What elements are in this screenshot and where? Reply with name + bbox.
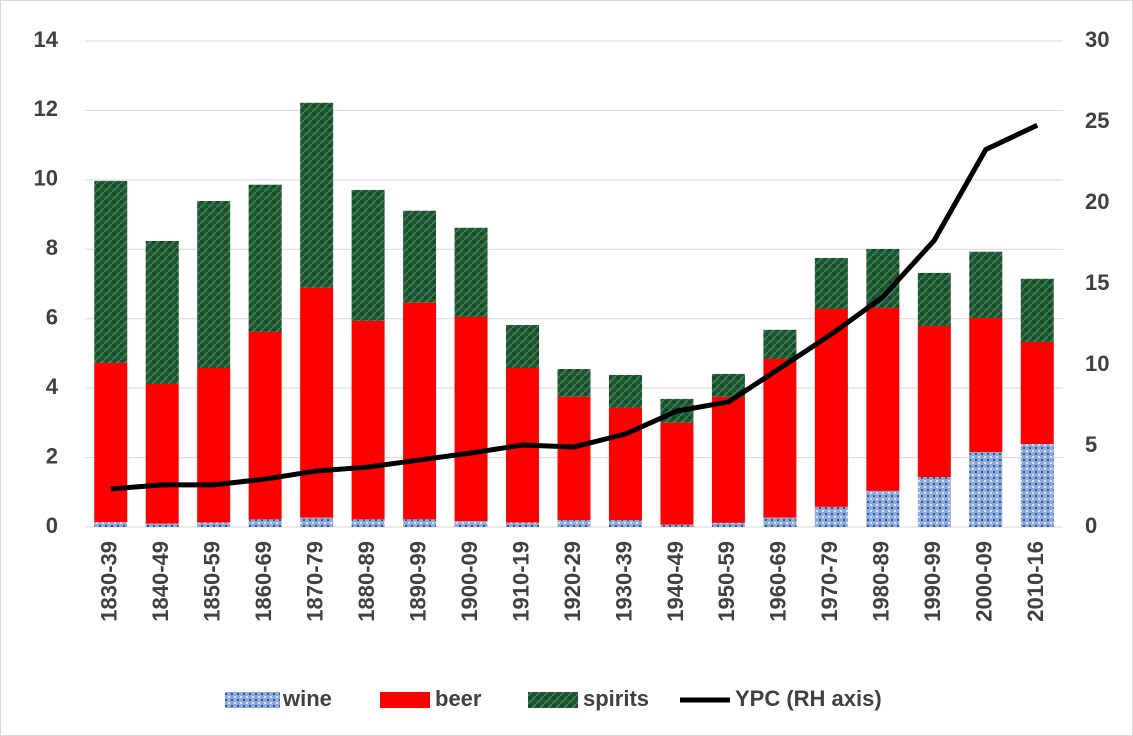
bar-segment <box>351 519 385 527</box>
y2-tick-label: 0 <box>1085 513 1097 538</box>
y-tick-label: 10 <box>34 166 58 191</box>
bar-segment <box>608 374 642 408</box>
bar-segment <box>454 316 488 522</box>
bar-segment <box>969 452 1003 527</box>
bar-segment <box>711 373 745 397</box>
bar-segment <box>1020 341 1054 445</box>
x-tick-label: 1880-89 <box>354 541 379 622</box>
x-tick-label: 1950-59 <box>714 541 739 622</box>
bar-segment <box>197 368 231 523</box>
bar-segment <box>506 324 540 369</box>
bar-segment <box>145 240 179 384</box>
y2-tick-label: 25 <box>1085 108 1109 133</box>
bar-segment <box>866 307 900 491</box>
y2-tick-label: 15 <box>1085 270 1109 295</box>
bar-segment <box>94 362 128 523</box>
x-tick-label: 1970-79 <box>817 541 842 622</box>
bar-segment <box>969 318 1003 453</box>
y2-tick-label: 20 <box>1085 189 1109 214</box>
x-tick-label: 1860-69 <box>251 541 276 622</box>
bar-segment <box>763 329 797 359</box>
y-tick-label: 14 <box>34 27 59 52</box>
bar-segment <box>145 383 179 524</box>
y-tick-label: 4 <box>46 374 59 399</box>
bar-segment <box>557 520 591 527</box>
bar-segment <box>94 180 128 363</box>
y-tick-label: 12 <box>34 96 58 121</box>
bar-segment <box>557 369 591 397</box>
bar-segment <box>711 396 745 523</box>
bar-segment <box>145 523 179 527</box>
x-tick-label: 1990-99 <box>920 541 945 622</box>
bar-segment <box>454 227 488 317</box>
y-tick-label: 0 <box>46 513 58 538</box>
y-tick-label: 2 <box>46 443 58 468</box>
x-tick-label: 1900-09 <box>457 541 482 622</box>
bar-segment <box>1020 444 1054 527</box>
bar-segment <box>197 522 231 527</box>
bar-segment <box>248 519 282 527</box>
bar-segment <box>403 210 437 303</box>
x-tick-label: 1890-99 <box>405 541 430 622</box>
bar-segment <box>608 520 642 527</box>
bar-segment <box>403 302 437 520</box>
x-tick-label: 1830-39 <box>97 541 122 622</box>
legend-swatch <box>225 692 280 708</box>
x-tick-label: 1960-69 <box>766 541 791 622</box>
bar-segment <box>814 308 848 507</box>
y2-tick-label: 30 <box>1085 27 1109 52</box>
bar-segment <box>351 189 385 321</box>
bar-segment <box>506 522 540 527</box>
legend-label: spirits <box>583 686 649 711</box>
x-tick-label: 1850-59 <box>199 541 224 622</box>
bar-segment <box>1020 278 1054 342</box>
x-tick-label: 1920-29 <box>560 541 585 622</box>
bar-segment <box>403 519 437 527</box>
y-tick-label: 8 <box>46 235 58 260</box>
bar-segment <box>763 358 797 518</box>
x-tick-label: 1940-49 <box>663 541 688 622</box>
y2-tick-label: 5 <box>1085 432 1097 457</box>
bar-segment <box>608 407 642 521</box>
bar-segment <box>866 490 900 527</box>
bar-segment <box>248 184 282 332</box>
x-tick-label: 1910-19 <box>508 541 533 622</box>
x-tick-label: 2010-16 <box>1023 541 1048 622</box>
bar-segment <box>814 506 848 527</box>
bar-segment <box>197 201 231 369</box>
bar-segment <box>454 521 488 527</box>
legend-swatch <box>528 692 578 708</box>
bar-segment <box>763 517 797 527</box>
bar-segment <box>969 251 1003 319</box>
x-tick-label: 1930-39 <box>611 541 636 622</box>
bar-segment <box>248 331 282 520</box>
bar-segment <box>300 287 334 518</box>
bar-segment <box>711 522 745 527</box>
bar-segment <box>351 320 385 520</box>
x-tick-label: 2000-09 <box>972 541 997 622</box>
bar-segment <box>94 522 128 527</box>
legend-swatch <box>380 692 430 708</box>
bar-segment <box>660 422 694 525</box>
legend-label: YPC (RH axis) <box>735 686 882 711</box>
bar-segment <box>917 477 951 527</box>
bar-segment <box>917 272 951 327</box>
bar-segment <box>660 524 694 527</box>
x-tick-label: 1980-89 <box>869 541 894 622</box>
bar-segment <box>814 257 848 309</box>
x-tick-label: 1870-79 <box>302 541 327 622</box>
bar-segment <box>917 326 951 478</box>
y2-tick-label: 10 <box>1085 351 1109 376</box>
legend-label: beer <box>435 686 482 711</box>
bar-segment <box>300 102 334 288</box>
y-tick-label: 6 <box>46 305 58 330</box>
line <box>110 122 1039 492</box>
bar-segment <box>557 396 591 521</box>
x-tick-label: 1840-49 <box>148 541 173 622</box>
bar-segment <box>300 517 334 527</box>
legend-label: wine <box>282 686 332 711</box>
